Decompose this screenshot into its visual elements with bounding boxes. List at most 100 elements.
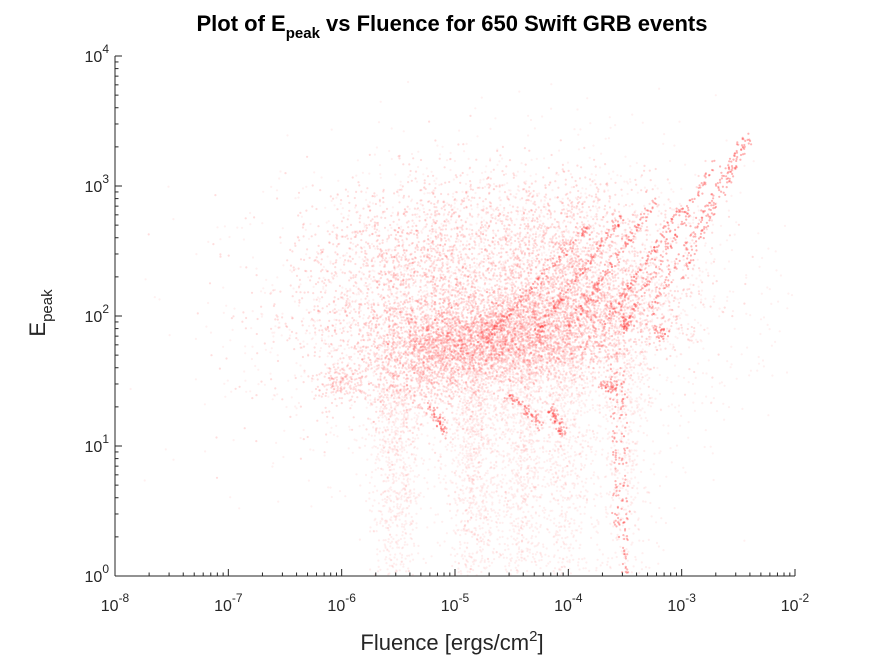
data-point bbox=[497, 315, 500, 318]
data-point bbox=[453, 299, 456, 303]
data-point bbox=[669, 237, 672, 240]
data-point bbox=[575, 249, 579, 252]
data-point bbox=[390, 249, 394, 252]
data-point bbox=[565, 208, 568, 211]
data-point bbox=[479, 286, 482, 289]
data-point bbox=[276, 393, 279, 396]
data-point bbox=[412, 345, 415, 348]
data-point bbox=[330, 199, 333, 202]
data-point bbox=[692, 341, 695, 344]
data-point bbox=[550, 398, 554, 401]
data-point bbox=[436, 513, 440, 516]
data-point bbox=[419, 338, 422, 341]
data-point bbox=[698, 269, 702, 272]
data-point bbox=[307, 237, 311, 240]
data-point bbox=[684, 248, 687, 251]
data-point bbox=[591, 380, 594, 383]
data-point bbox=[304, 228, 307, 231]
data-point bbox=[322, 276, 325, 279]
data-point bbox=[669, 159, 672, 163]
data-point bbox=[632, 452, 635, 456]
data-point bbox=[543, 231, 546, 234]
data-point bbox=[430, 232, 433, 235]
data-point bbox=[459, 209, 462, 212]
data-point bbox=[579, 128, 582, 131]
data-point bbox=[768, 288, 771, 291]
data-point bbox=[363, 246, 366, 249]
data-point bbox=[244, 379, 247, 382]
data-point bbox=[239, 265, 242, 269]
data-point bbox=[559, 239, 562, 242]
data-point bbox=[594, 173, 598, 177]
data-point bbox=[417, 150, 420, 153]
data-point bbox=[543, 203, 546, 206]
data-point bbox=[419, 323, 423, 326]
data-point bbox=[547, 270, 550, 273]
data-point bbox=[358, 256, 361, 259]
data-point bbox=[667, 299, 670, 302]
data-point bbox=[499, 203, 502, 207]
data-point bbox=[547, 348, 551, 351]
data-point bbox=[653, 473, 656, 476]
data-point bbox=[404, 266, 407, 269]
data-point bbox=[608, 200, 611, 203]
data-point bbox=[413, 416, 416, 419]
data-point bbox=[424, 312, 428, 315]
data-point bbox=[667, 295, 670, 298]
data-point bbox=[361, 271, 364, 274]
data-point bbox=[400, 225, 403, 228]
data-point bbox=[439, 153, 442, 156]
data-point bbox=[550, 307, 553, 310]
data-point bbox=[371, 242, 374, 246]
data-point bbox=[499, 299, 502, 302]
data-point bbox=[414, 278, 417, 282]
data-point bbox=[355, 293, 358, 296]
data-point bbox=[563, 396, 566, 399]
data-point bbox=[336, 435, 339, 438]
data-point bbox=[560, 256, 564, 260]
data-point bbox=[635, 280, 638, 283]
data-point bbox=[530, 342, 533, 345]
data-point bbox=[167, 185, 170, 188]
data-point bbox=[623, 180, 626, 183]
data-point bbox=[704, 297, 707, 300]
data-point bbox=[396, 401, 399, 404]
data-point bbox=[520, 162, 523, 165]
data-point bbox=[399, 425, 402, 428]
data-point bbox=[275, 189, 279, 192]
data-point bbox=[423, 226, 426, 229]
data-point bbox=[699, 279, 702, 282]
data-point bbox=[433, 521, 436, 524]
data-point bbox=[444, 474, 447, 477]
data-point bbox=[364, 297, 367, 300]
data-point bbox=[659, 347, 662, 350]
data-point bbox=[402, 303, 405, 306]
data-point bbox=[687, 322, 690, 326]
data-point bbox=[204, 450, 207, 453]
data-point bbox=[273, 331, 276, 334]
data-point bbox=[642, 360, 645, 364]
data-point bbox=[531, 439, 535, 443]
data-point bbox=[444, 445, 447, 448]
data-point bbox=[430, 410, 434, 413]
data-point bbox=[356, 210, 359, 213]
data-point bbox=[408, 337, 411, 340]
data-point bbox=[569, 235, 572, 238]
data-point bbox=[532, 423, 535, 426]
data-point bbox=[585, 211, 588, 214]
data-point bbox=[597, 327, 600, 331]
data-point bbox=[290, 396, 293, 399]
data-point bbox=[435, 397, 438, 400]
data-point bbox=[426, 434, 429, 437]
data-point bbox=[538, 368, 542, 371]
data-point bbox=[265, 278, 268, 281]
data-point bbox=[476, 454, 479, 457]
data-point bbox=[629, 410, 632, 413]
data-point bbox=[499, 303, 502, 306]
data-point bbox=[399, 184, 402, 187]
data-point bbox=[535, 173, 538, 176]
data-point bbox=[324, 268, 328, 271]
data-point bbox=[378, 264, 381, 267]
data-point bbox=[588, 156, 591, 159]
